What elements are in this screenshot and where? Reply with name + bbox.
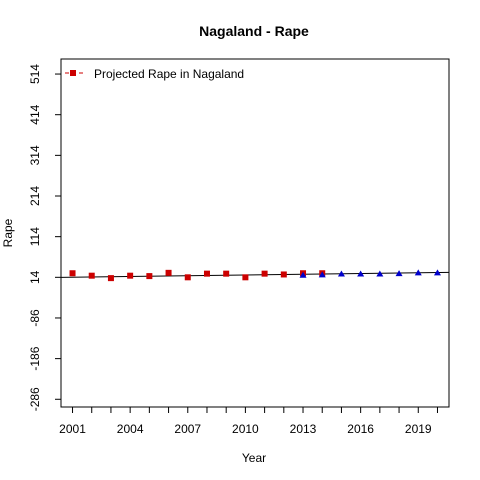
data-point-triangle: [357, 270, 365, 277]
y-axis-ticks: -286 -186 -86 14 114 214 314 414 514: [28, 64, 61, 411]
y-tick-label: 514: [28, 64, 42, 84]
legend: Projected Rape in Nagaland: [65, 67, 244, 81]
x-axis-ticks: 2001 2004 2007 2010 2013 2016 2019: [59, 407, 438, 436]
data-point-triangle: [376, 270, 384, 277]
plot-frame: [60, 58, 450, 408]
data-point-square: [107, 275, 114, 282]
y-tick-label: -186: [28, 346, 42, 370]
data-point-square: [203, 270, 210, 277]
x-tick-label: 2019: [405, 422, 432, 436]
x-tick-label: 2007: [174, 422, 201, 436]
y-tick-label: -86: [28, 309, 42, 327]
data-point-square: [242, 274, 249, 281]
data-points: [69, 269, 441, 282]
x-tick-label: 2001: [59, 422, 86, 436]
y-tick-label: 414: [28, 104, 42, 124]
data-point-square: [165, 269, 172, 276]
x-tick-label: 2010: [232, 422, 259, 436]
chart-title: Nagaland - Rape: [199, 23, 309, 39]
x-tick-label: 2004: [117, 422, 144, 436]
data-point-square: [184, 274, 191, 281]
y-axis-label: Rape: [1, 218, 15, 247]
y-tick-label: 214: [28, 186, 42, 206]
x-tick-label: 2013: [290, 422, 317, 436]
data-point-square: [88, 272, 95, 279]
data-point-triangle: [414, 269, 422, 276]
data-point-triangle: [433, 269, 441, 276]
data-point-triangle: [337, 270, 345, 277]
y-tick-label: -286: [28, 387, 42, 411]
data-point-triangle: [299, 271, 307, 278]
data-point-square: [146, 273, 153, 280]
data-point-triangle: [395, 270, 403, 277]
data-point-triangle: [318, 271, 326, 278]
data-point-square: [280, 271, 287, 278]
y-tick-label: 314: [28, 145, 42, 165]
data-point-square: [223, 270, 230, 277]
y-tick-label: 114: [28, 227, 42, 246]
y-tick-label: 14: [28, 270, 42, 284]
legend-label: Projected Rape in Nagaland: [94, 67, 244, 81]
x-tick-label: 2016: [347, 422, 374, 436]
data-point-square: [261, 270, 268, 277]
legend-marker: [70, 70, 76, 76]
data-point-square: [127, 272, 134, 279]
x-axis-label: Year: [242, 451, 266, 465]
data-point-square: [69, 270, 76, 277]
trend-line: [60, 271, 450, 278]
trend-line-path: [60, 271, 450, 278]
